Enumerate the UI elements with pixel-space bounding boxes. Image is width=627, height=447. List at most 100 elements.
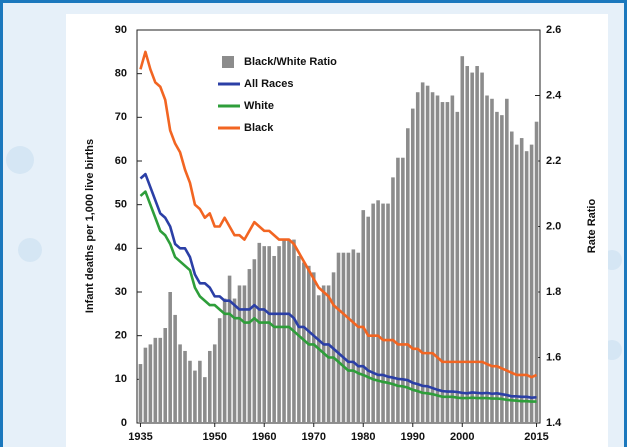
legend-swatch: [222, 56, 234, 68]
x-tick-label: 1970: [302, 431, 326, 443]
bar: [252, 259, 257, 423]
bar: [425, 85, 430, 424]
bar: [415, 92, 420, 423]
bar: [326, 285, 331, 423]
bar: [336, 252, 341, 423]
y-tick-label: 70: [115, 111, 127, 123]
bar: [524, 151, 529, 424]
bar: [277, 246, 281, 423]
bar: [381, 203, 385, 423]
x-tick-label: 2000: [450, 431, 474, 443]
bar: [247, 269, 252, 423]
y2-tick-label: 2.6: [546, 24, 561, 36]
bar: [460, 56, 465, 423]
x-tick-label: 2015: [524, 431, 548, 443]
bar: [297, 255, 301, 423]
y2-tick-label: 2.0: [546, 220, 561, 232]
bar: [346, 252, 351, 423]
bar: [495, 111, 499, 423]
line: [139, 50, 538, 379]
bar: [178, 344, 182, 423]
bar: [262, 246, 267, 423]
bar: [509, 131, 514, 423]
bar: [500, 115, 504, 424]
bar: [316, 295, 321, 423]
bar: [480, 72, 484, 423]
bar: [168, 292, 172, 423]
bar: [366, 216, 370, 423]
bar: [361, 210, 366, 423]
bar: [163, 328, 168, 423]
bar: [138, 364, 143, 423]
bar: [401, 157, 405, 423]
x-tick-label: 1990: [401, 431, 425, 443]
bar: [237, 285, 242, 423]
bar: [153, 337, 158, 423]
legend-label: Black/White Ratio: [244, 56, 337, 68]
y2-tick-label: 1.8: [546, 286, 561, 298]
bar: [490, 98, 494, 424]
bar: [420, 82, 425, 424]
x-tick-label: 1980: [351, 431, 375, 443]
y-axis-label: Infant deaths per 1,000 live births: [84, 139, 96, 313]
bar: [143, 347, 148, 423]
bar: [475, 66, 479, 424]
y-tick-label: 50: [115, 199, 127, 211]
bar: [534, 121, 539, 423]
bar: [440, 102, 445, 424]
bar: [183, 350, 187, 423]
bar: [272, 255, 276, 423]
bar: [302, 262, 306, 423]
bar: [514, 144, 519, 423]
y-tick-label: 80: [115, 68, 127, 80]
y-tick-label: 0: [121, 417, 127, 429]
bar: [505, 98, 509, 424]
y-tick-label: 10: [115, 373, 127, 385]
bar: [351, 249, 356, 423]
bar: [445, 102, 450, 424]
bar: [217, 318, 222, 423]
x-tick-label: 1950: [202, 431, 226, 443]
y-tick-label: 40: [115, 242, 127, 254]
bar: [356, 252, 361, 423]
y2-tick-label: 1.6: [546, 351, 561, 363]
bar: [203, 377, 207, 423]
bar: [430, 92, 435, 423]
bar: [386, 203, 390, 423]
bar: [232, 298, 237, 423]
x-tick-label: 1935: [128, 431, 152, 443]
bar: [311, 272, 316, 423]
bg-dot: [6, 146, 34, 174]
bar: [148, 344, 153, 423]
bar: [485, 95, 489, 423]
bar: [212, 344, 217, 423]
bar: [465, 66, 470, 424]
bar: [193, 370, 197, 423]
bar: [371, 203, 375, 423]
bar: [376, 200, 380, 423]
bar: [341, 252, 346, 423]
bar: [257, 242, 262, 423]
bar: [282, 239, 286, 423]
line: [139, 190, 537, 403]
bar: [242, 285, 247, 423]
bar: [435, 95, 440, 423]
bar: [173, 314, 177, 423]
bar: [222, 298, 227, 423]
y2-tick-label: 1.4: [546, 417, 562, 429]
bar: [396, 157, 400, 423]
bar: [391, 177, 395, 423]
x-tick-label: 1960: [252, 431, 276, 443]
bar: [227, 275, 232, 423]
bar: [450, 95, 455, 423]
y2-axis-label: Rate Ratio: [586, 199, 598, 254]
bar: [207, 350, 212, 423]
y-tick-label: 30: [115, 286, 127, 298]
bar: [198, 360, 202, 423]
bar: [287, 239, 291, 423]
y-tick-label: 60: [115, 155, 127, 167]
bar: [470, 72, 474, 423]
